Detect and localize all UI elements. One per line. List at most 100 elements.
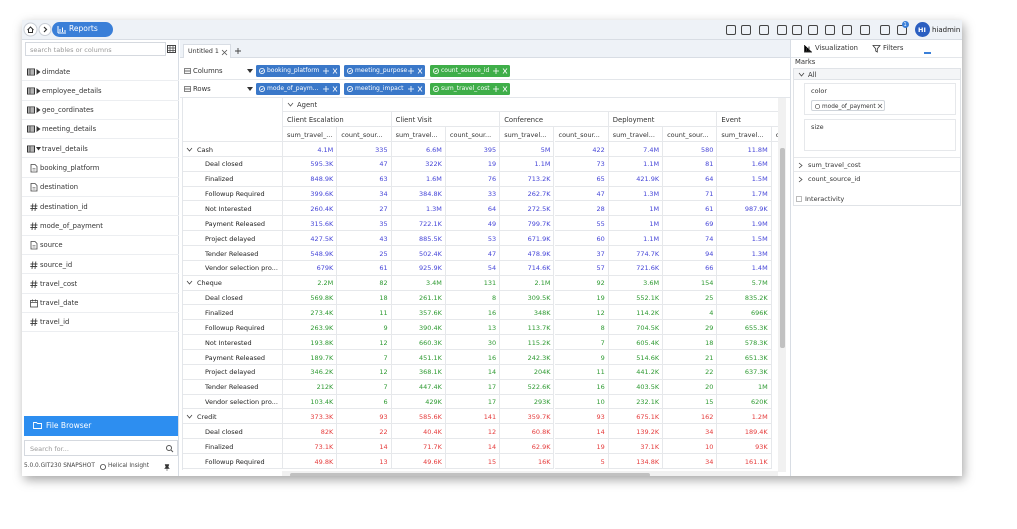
- field-chip[interactable]: meeting_impact: [344, 83, 425, 95]
- cell-value: 15: [487, 457, 497, 466]
- column-group: Client Escalation: [283, 112, 392, 127]
- sidebar-item[interactable]: meeting_details: [22, 120, 179, 140]
- sidebar-item[interactable]: destination: [22, 178, 179, 198]
- chip-actions[interactable]: [493, 68, 508, 74]
- field-chip[interactable]: sum_travel_cost: [430, 83, 510, 95]
- marks-label: Marks: [795, 58, 816, 66]
- color-chip[interactable]: mode_of_payment: [811, 100, 885, 111]
- field-chip[interactable]: booking_platform: [256, 65, 340, 77]
- toolbar-icon[interactable]: [897, 25, 907, 35]
- expand-arrow[interactable]: [36, 107, 41, 114]
- sidebar-item[interactable]: dimdate: [22, 62, 179, 82]
- visualization-tab[interactable]: Visualization: [815, 44, 858, 52]
- sidebar-item[interactable]: destination_id: [22, 197, 179, 217]
- expand-arrow[interactable]: [36, 87, 41, 94]
- value-cell: 357.6K: [391, 305, 446, 321]
- chip-actions[interactable]: [408, 68, 423, 74]
- home-button[interactable]: [23, 22, 38, 37]
- column-group-label: Conference: [504, 115, 544, 124]
- cell-value: 74: [705, 234, 714, 243]
- color-chip-close[interactable]: [877, 103, 883, 109]
- sidebar-item[interactable]: geo_cordinates: [22, 101, 179, 120]
- tab-close[interactable]: [221, 49, 228, 55]
- column-subheader-label: sum_travel...: [504, 130, 547, 139]
- sidebar-item[interactable]: travel_details: [22, 139, 179, 159]
- field-chip[interactable]: count_source_id: [430, 65, 510, 77]
- reports-button[interactable]: Reports: [52, 22, 113, 37]
- all-toggle[interactable]: [798, 72, 805, 77]
- file-browser-button[interactable]: File Browser: [24, 416, 178, 436]
- sidebar-item[interactable]: travel_id: [22, 313, 179, 333]
- value-cell: 12: [554, 305, 609, 321]
- pivot-table: Agent Client Escalation Client Visit Confer…: [182, 98, 778, 470]
- row-group-toggle[interactable]: [186, 414, 193, 419]
- value-cell: 25: [663, 290, 718, 306]
- value-cell: 34: [337, 186, 392, 202]
- toolbar-icon[interactable]: [792, 25, 802, 35]
- expand-arrow[interactable]: [36, 68, 41, 75]
- cell-value: 12: [487, 427, 497, 436]
- field-chip[interactable]: mode_of_paym...: [256, 83, 340, 95]
- interactivity-check[interactable]: [796, 196, 802, 202]
- chip-actions[interactable]: [493, 86, 508, 92]
- value-cell: 25: [337, 246, 392, 261]
- sidebar-item[interactable]: booking_platform: [22, 159, 179, 178]
- column-group-label: Client Escalation: [287, 115, 344, 124]
- cell-value: 987.9K: [744, 204, 768, 213]
- color-box[interactable]: color mode_of_payment: [804, 83, 956, 115]
- shelf-dropdown[interactable]: [247, 87, 253, 91]
- shelf-dropdown[interactable]: [247, 69, 253, 73]
- sidebar-item[interactable]: travel_cost: [22, 274, 179, 294]
- expand-arrow[interactable]: [36, 126, 41, 133]
- cell-value: 395: [483, 145, 497, 154]
- expand-arrow[interactable]: [36, 146, 41, 152]
- row-group-toggle[interactable]: [186, 280, 193, 285]
- cell-value: 82: [379, 279, 388, 288]
- report-tab[interactable]: Untitled 1: [183, 44, 231, 58]
- cell-value: 373.3K: [310, 412, 334, 421]
- chip-actions[interactable]: [323, 86, 338, 92]
- filters-icon[interactable]: [872, 45, 881, 53]
- chip-actions[interactable]: [323, 68, 338, 74]
- toolbar-icon[interactable]: [860, 25, 870, 35]
- toolbar-icon[interactable]: [726, 25, 736, 35]
- toolbar-icon[interactable]: [741, 25, 751, 35]
- cell-value: 263.9K: [310, 323, 334, 332]
- sidebar-item[interactable]: travel_date: [22, 294, 179, 313]
- field-chip[interactable]: meeting_purpose: [344, 65, 425, 77]
- size-box[interactable]: size: [804, 119, 956, 151]
- cell-value: 242.3K: [527, 353, 551, 362]
- value-cell: 14: [554, 424, 609, 440]
- row-group-label[interactable]: Credit: [183, 409, 283, 425]
- row-group-label[interactable]: Cash: [183, 142, 283, 157]
- new-tab[interactable]: [235, 48, 241, 54]
- h-scroll-thumb[interactable]: [290, 472, 650, 476]
- toolbar-icon[interactable]: [880, 25, 890, 35]
- toolbar-icon[interactable]: [842, 25, 852, 35]
- toolbar-icon[interactable]: [808, 25, 818, 35]
- cell-value: 30: [487, 338, 497, 347]
- sidebar-item[interactable]: mode_of_payment: [22, 216, 179, 236]
- row-group-toggle[interactable]: [186, 147, 193, 152]
- table-search[interactable]: search tables or columns: [25, 42, 166, 56]
- row-group-label[interactable]: Cheque: [183, 275, 283, 291]
- marks-field[interactable]: count_source_id: [794, 171, 960, 185]
- chip-actions[interactable]: [408, 86, 423, 92]
- file-search[interactable]: Search for...: [24, 440, 178, 456]
- sidebar-item[interactable]: employee_details: [22, 81, 179, 101]
- toolbar-icon[interactable]: [777, 25, 787, 35]
- cell-value: 10: [596, 398, 605, 407]
- v-scroll-thumb[interactable]: [779, 148, 785, 348]
- sidebar-item[interactable]: source_id: [22, 255, 179, 275]
- value-cell: 422: [554, 142, 609, 157]
- toolbar-icon[interactable]: [759, 25, 769, 35]
- toolbar-icon[interactable]: [825, 25, 835, 35]
- marks-field[interactable]: sum_travel_cost: [794, 157, 960, 171]
- sidebar-item[interactable]: source: [22, 236, 179, 255]
- cell-value: 81: [705, 160, 714, 169]
- tab-bar-line: [791, 57, 962, 58]
- visualization-icon[interactable]: [804, 45, 812, 53]
- chip-icon: [259, 86, 265, 92]
- filters-tab[interactable]: Filters: [883, 44, 904, 52]
- grid-icon[interactable]: [167, 45, 176, 53]
